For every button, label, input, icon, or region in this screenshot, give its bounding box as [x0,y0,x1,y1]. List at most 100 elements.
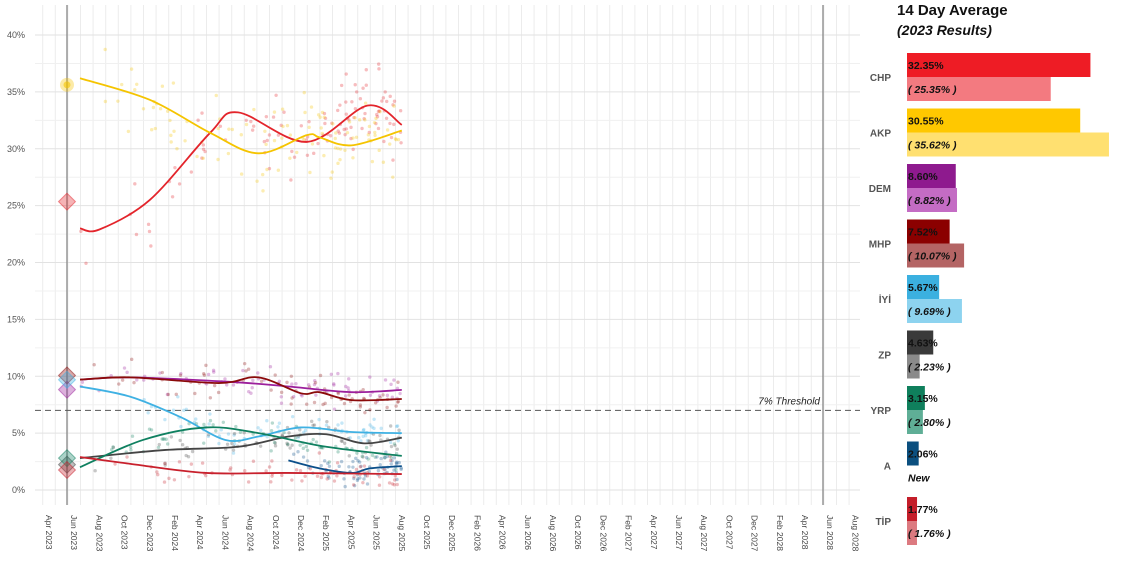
poll-point [344,72,348,76]
poll-point [338,157,342,162]
poll-point [336,391,341,396]
poll-point [273,441,277,445]
poll-point [79,229,83,234]
poll-point [362,477,366,481]
y-tick-label: 25% [7,201,25,211]
poll-point [125,455,129,459]
poll-point [116,99,120,103]
poll-point [384,116,389,120]
poll-point [230,127,235,132]
poll-point [231,383,236,387]
poll-point [381,96,386,100]
poll-point [318,115,322,119]
poll-point [372,120,377,125]
bar-value-label: ( 2.23% ) [908,362,951,374]
poll-point [201,147,206,151]
bar-value-label: 7.52% [908,227,938,239]
poll-point [178,373,183,377]
poll-point [396,399,401,404]
poll-point [231,448,236,452]
poll-point [259,379,264,383]
poll-point [289,374,294,379]
poll-point [206,372,211,377]
poll-point [208,396,213,400]
poll-point [180,430,185,434]
poll-point [262,139,267,144]
y-tick-label: 0% [12,485,25,495]
poll-point [251,459,256,463]
bar-category-label: MHP [869,240,892,251]
poll-point [158,107,163,111]
poll-point [355,478,360,483]
poll-point [322,459,327,463]
poll-point [227,127,231,131]
poll-point [313,381,318,385]
poll-point [342,401,347,406]
poll-point [243,468,247,473]
poll-point [368,393,373,397]
trend-line-yrp [79,426,402,469]
poll-point [179,424,183,429]
poll-point [336,108,340,113]
poll-point [316,141,320,146]
poll-point [320,131,324,136]
poll-point [212,370,216,374]
poll-point [186,455,191,459]
poll-point [111,445,115,449]
poll-point [377,67,381,71]
bar-chart-subtitle: (2023 Results) [897,22,992,38]
poll-point [383,378,388,382]
poll-point [311,423,315,427]
poll-point [194,417,198,421]
poll-point [319,126,323,130]
y-tick-label: 15% [7,314,25,324]
poll-point [332,479,337,483]
poll-point [153,126,158,131]
bar-2023-result [907,521,917,545]
poll-point [395,386,400,391]
poll-point [365,438,370,443]
poll-point [128,445,133,449]
poll-point [352,476,356,481]
poll-point [358,476,362,480]
poll-point [117,382,121,386]
poll-point [302,430,306,435]
poll-point [234,424,238,429]
x-tick-label: Jun 2024 [220,515,230,550]
poll-point [171,408,176,412]
poll-point [353,107,358,111]
poll-point [327,425,331,430]
poll-point [375,455,379,459]
poll-point [169,435,174,439]
poll-point [208,418,213,423]
poll-point [281,124,285,129]
poll-point [360,126,364,131]
poll-point [120,378,125,382]
poll-point [377,148,381,153]
poll-point [231,451,236,455]
poll-point [399,466,403,470]
poll-point [212,383,217,388]
poll-point [352,115,356,120]
poll-point [180,443,185,447]
poll-point [301,455,306,459]
x-tick-label: Jun 2025 [372,515,382,550]
poll-point [318,373,323,378]
poll-point [340,421,344,425]
poll-point [300,479,304,483]
poll-point [347,377,351,381]
y-tick-label: 20% [7,258,25,268]
poll-point [277,379,282,384]
poll-point [169,133,173,138]
poll-point [383,455,387,460]
poll-point [179,371,183,376]
poll-point [294,468,299,472]
poll-point [270,459,274,463]
trend-line-ti̇p [79,456,402,475]
poll-point [285,380,289,385]
poll-point [362,427,366,432]
poll-point [349,136,353,141]
poll-point [392,456,396,460]
poll-point [242,431,246,435]
poll-point [368,375,372,379]
